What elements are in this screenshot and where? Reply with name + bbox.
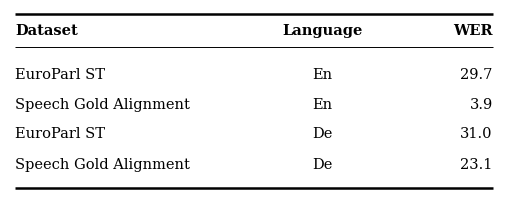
Text: WER: WER	[453, 24, 493, 38]
Text: Speech Gold Alignment: Speech Gold Alignment	[15, 158, 190, 172]
Text: 31.0: 31.0	[460, 127, 493, 141]
Text: 23.1: 23.1	[460, 158, 493, 172]
Text: EuroParl ST: EuroParl ST	[15, 127, 105, 141]
Text: Language: Language	[282, 24, 363, 38]
Text: Dataset: Dataset	[15, 24, 78, 38]
Text: 3.9: 3.9	[469, 98, 493, 112]
Text: De: De	[312, 158, 333, 172]
Text: De: De	[312, 127, 333, 141]
Text: En: En	[312, 98, 333, 112]
Text: En: En	[312, 69, 333, 82]
Text: EuroParl ST: EuroParl ST	[15, 69, 105, 82]
Text: 29.7: 29.7	[460, 69, 493, 82]
Text: Speech Gold Alignment: Speech Gold Alignment	[15, 98, 190, 112]
